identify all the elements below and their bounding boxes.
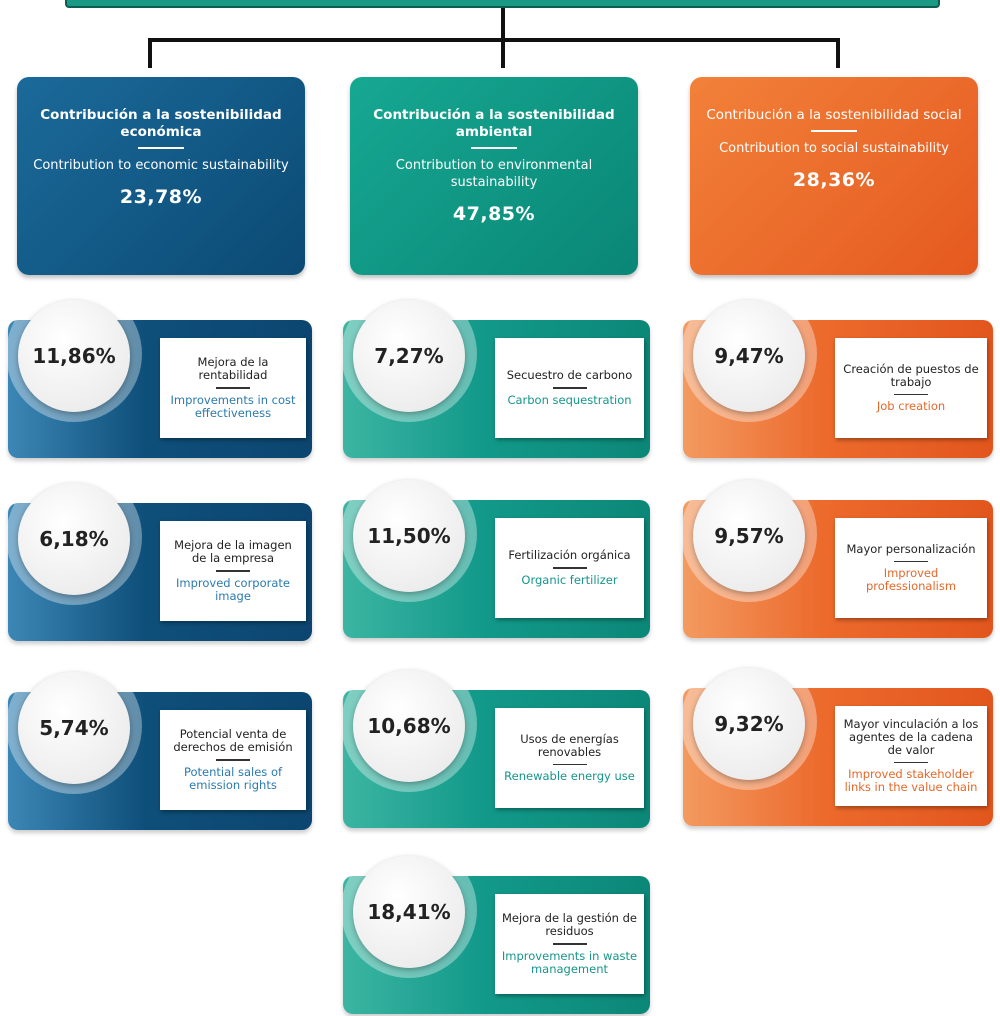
label-box: Usos de energías renovables Renewable ene… [495, 708, 644, 808]
header-title-en: Contribution to economic sustainability [33, 158, 289, 173]
label-es: Mejora de la gestión de residuos [501, 911, 637, 939]
label-en: Organic fertilizer [521, 572, 618, 587]
item-percent: 6,18% [18, 483, 130, 595]
label-en: Improved corporate image [175, 575, 291, 603]
label-box: Creación de puestos de trabajo Job creati… [835, 338, 987, 438]
label-es: Mejora de la rentabilidad [197, 355, 269, 383]
item-percent: 11,50% [353, 480, 465, 592]
header-title-en: Contribution to social sustainability [719, 141, 949, 156]
item-percent: 7,27% [353, 300, 465, 412]
divider [216, 387, 250, 389]
label-es: Creación de puestos de trabajo [843, 361, 979, 389]
label-box: Mejora de la gestión de residuos Improvem… [495, 894, 644, 994]
item-percent: 10,68% [353, 670, 465, 782]
item-percent: 5,74% [18, 672, 130, 784]
item-percent: 9,57% [693, 480, 805, 592]
label-box: Fertilización orgánica Organic fertilizer [495, 518, 644, 618]
divider [552, 387, 587, 389]
column-header: Contribución a la sostenibilidad económi… [17, 77, 305, 275]
label-en: Potential sales of emission rights [183, 764, 283, 792]
header-title-es: Contribución a la sostenibilidad económi… [40, 107, 282, 140]
divider [138, 147, 184, 149]
header-percent: 23,78% [119, 186, 203, 208]
label-es: Secuestro de carbono [506, 368, 633, 383]
divider [811, 130, 857, 132]
divider [471, 147, 517, 149]
header-percent: 28,36% [792, 169, 876, 191]
label-es: Fertilización orgánica [508, 548, 631, 563]
label-es: Mejora de la imagen de la empresa [174, 538, 292, 566]
header-title-es: Contribución a la sostenibilidad social [706, 107, 962, 123]
divider [216, 759, 250, 761]
label-en: Improved stakeholder links in the value … [844, 767, 978, 795]
label-en: Job creation [876, 399, 946, 414]
label-es: Mayor personalización [846, 541, 976, 556]
label-en: Improved professionalism [865, 566, 957, 594]
header-title-es: Contribución a la sostenibilidad ambient… [373, 107, 615, 140]
item-percent: 9,47% [693, 300, 805, 412]
label-en: Improvements in cost effectiveness [170, 392, 296, 420]
label-box: Potencial venta de derechos de emisión Po… [160, 710, 306, 810]
label-box: Mejora de la imagen de la empresa Improve… [160, 521, 306, 621]
connectors [148, 8, 840, 68]
label-box: Secuestro de carbono Carbon sequestration [495, 338, 644, 438]
divider [552, 763, 587, 766]
divider [552, 567, 587, 569]
label-es: Usos de energías renovables [520, 731, 619, 759]
label-en: Carbon sequestration [507, 392, 632, 407]
divider [894, 761, 928, 764]
divider [894, 393, 928, 396]
label-box: Mayor personalización Improved profession… [835, 518, 987, 618]
header-percent: 47,85% [452, 203, 536, 225]
label-es: Mayor vinculación a los agentes de la ca… [843, 716, 979, 757]
item-percent: 9,32% [693, 668, 805, 780]
label-box: Mayor vinculación a los agentes de la ca… [835, 706, 987, 806]
column-header: Contribución a la sostenibilidad social C… [690, 77, 978, 275]
label-en: Improvements in waste management [501, 948, 638, 976]
column-header: Contribución a la sostenibilidad ambient… [350, 77, 638, 275]
header-title-en: Contribution to environmental sustainabi… [395, 158, 593, 190]
item-percent: 18,41% [353, 856, 465, 968]
top-box [65, 0, 940, 8]
label-box: Mejora de la rentabilidad Improvements in… [160, 338, 306, 438]
divider [552, 943, 587, 945]
item-percent: 11,86% [18, 300, 130, 412]
divider [216, 570, 250, 572]
label-en: Renewable energy use [504, 769, 635, 784]
divider [894, 560, 928, 563]
label-es: Potencial venta de derechos de emisión [173, 727, 293, 755]
